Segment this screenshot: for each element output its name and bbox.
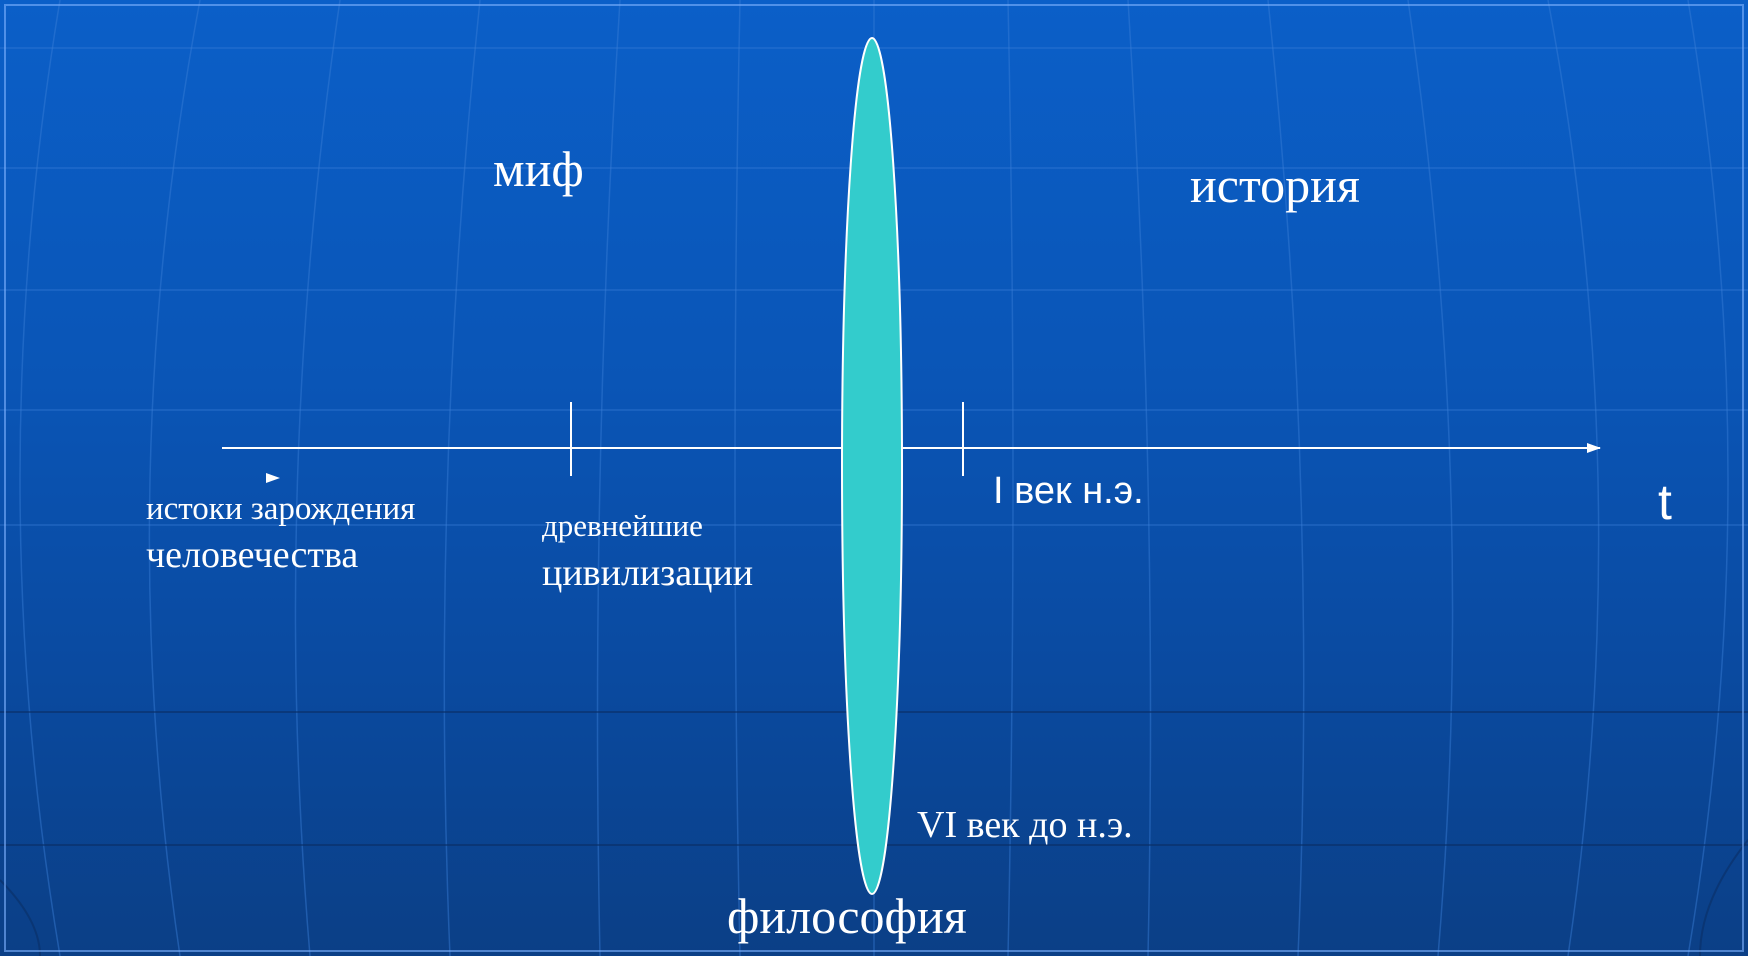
sixth-century-bc-label: VI век до н.э. [917,804,1133,846]
civilizations-label-line1: древнейшие [542,508,703,543]
first-century-label: I век н.э. [993,470,1144,512]
time-axis-label: t [1658,474,1672,530]
philosophy-lens [841,37,903,895]
philosophy-label: философия [727,888,967,944]
origins-label-line1: истоки зарождения [146,491,416,527]
myth-label: миф [493,141,584,197]
history-label: история [1190,157,1360,213]
origins-label-line2: человечества [146,534,359,576]
civilizations-label-line2: цивилизации [542,552,754,594]
small-arrow-marker [266,473,280,483]
